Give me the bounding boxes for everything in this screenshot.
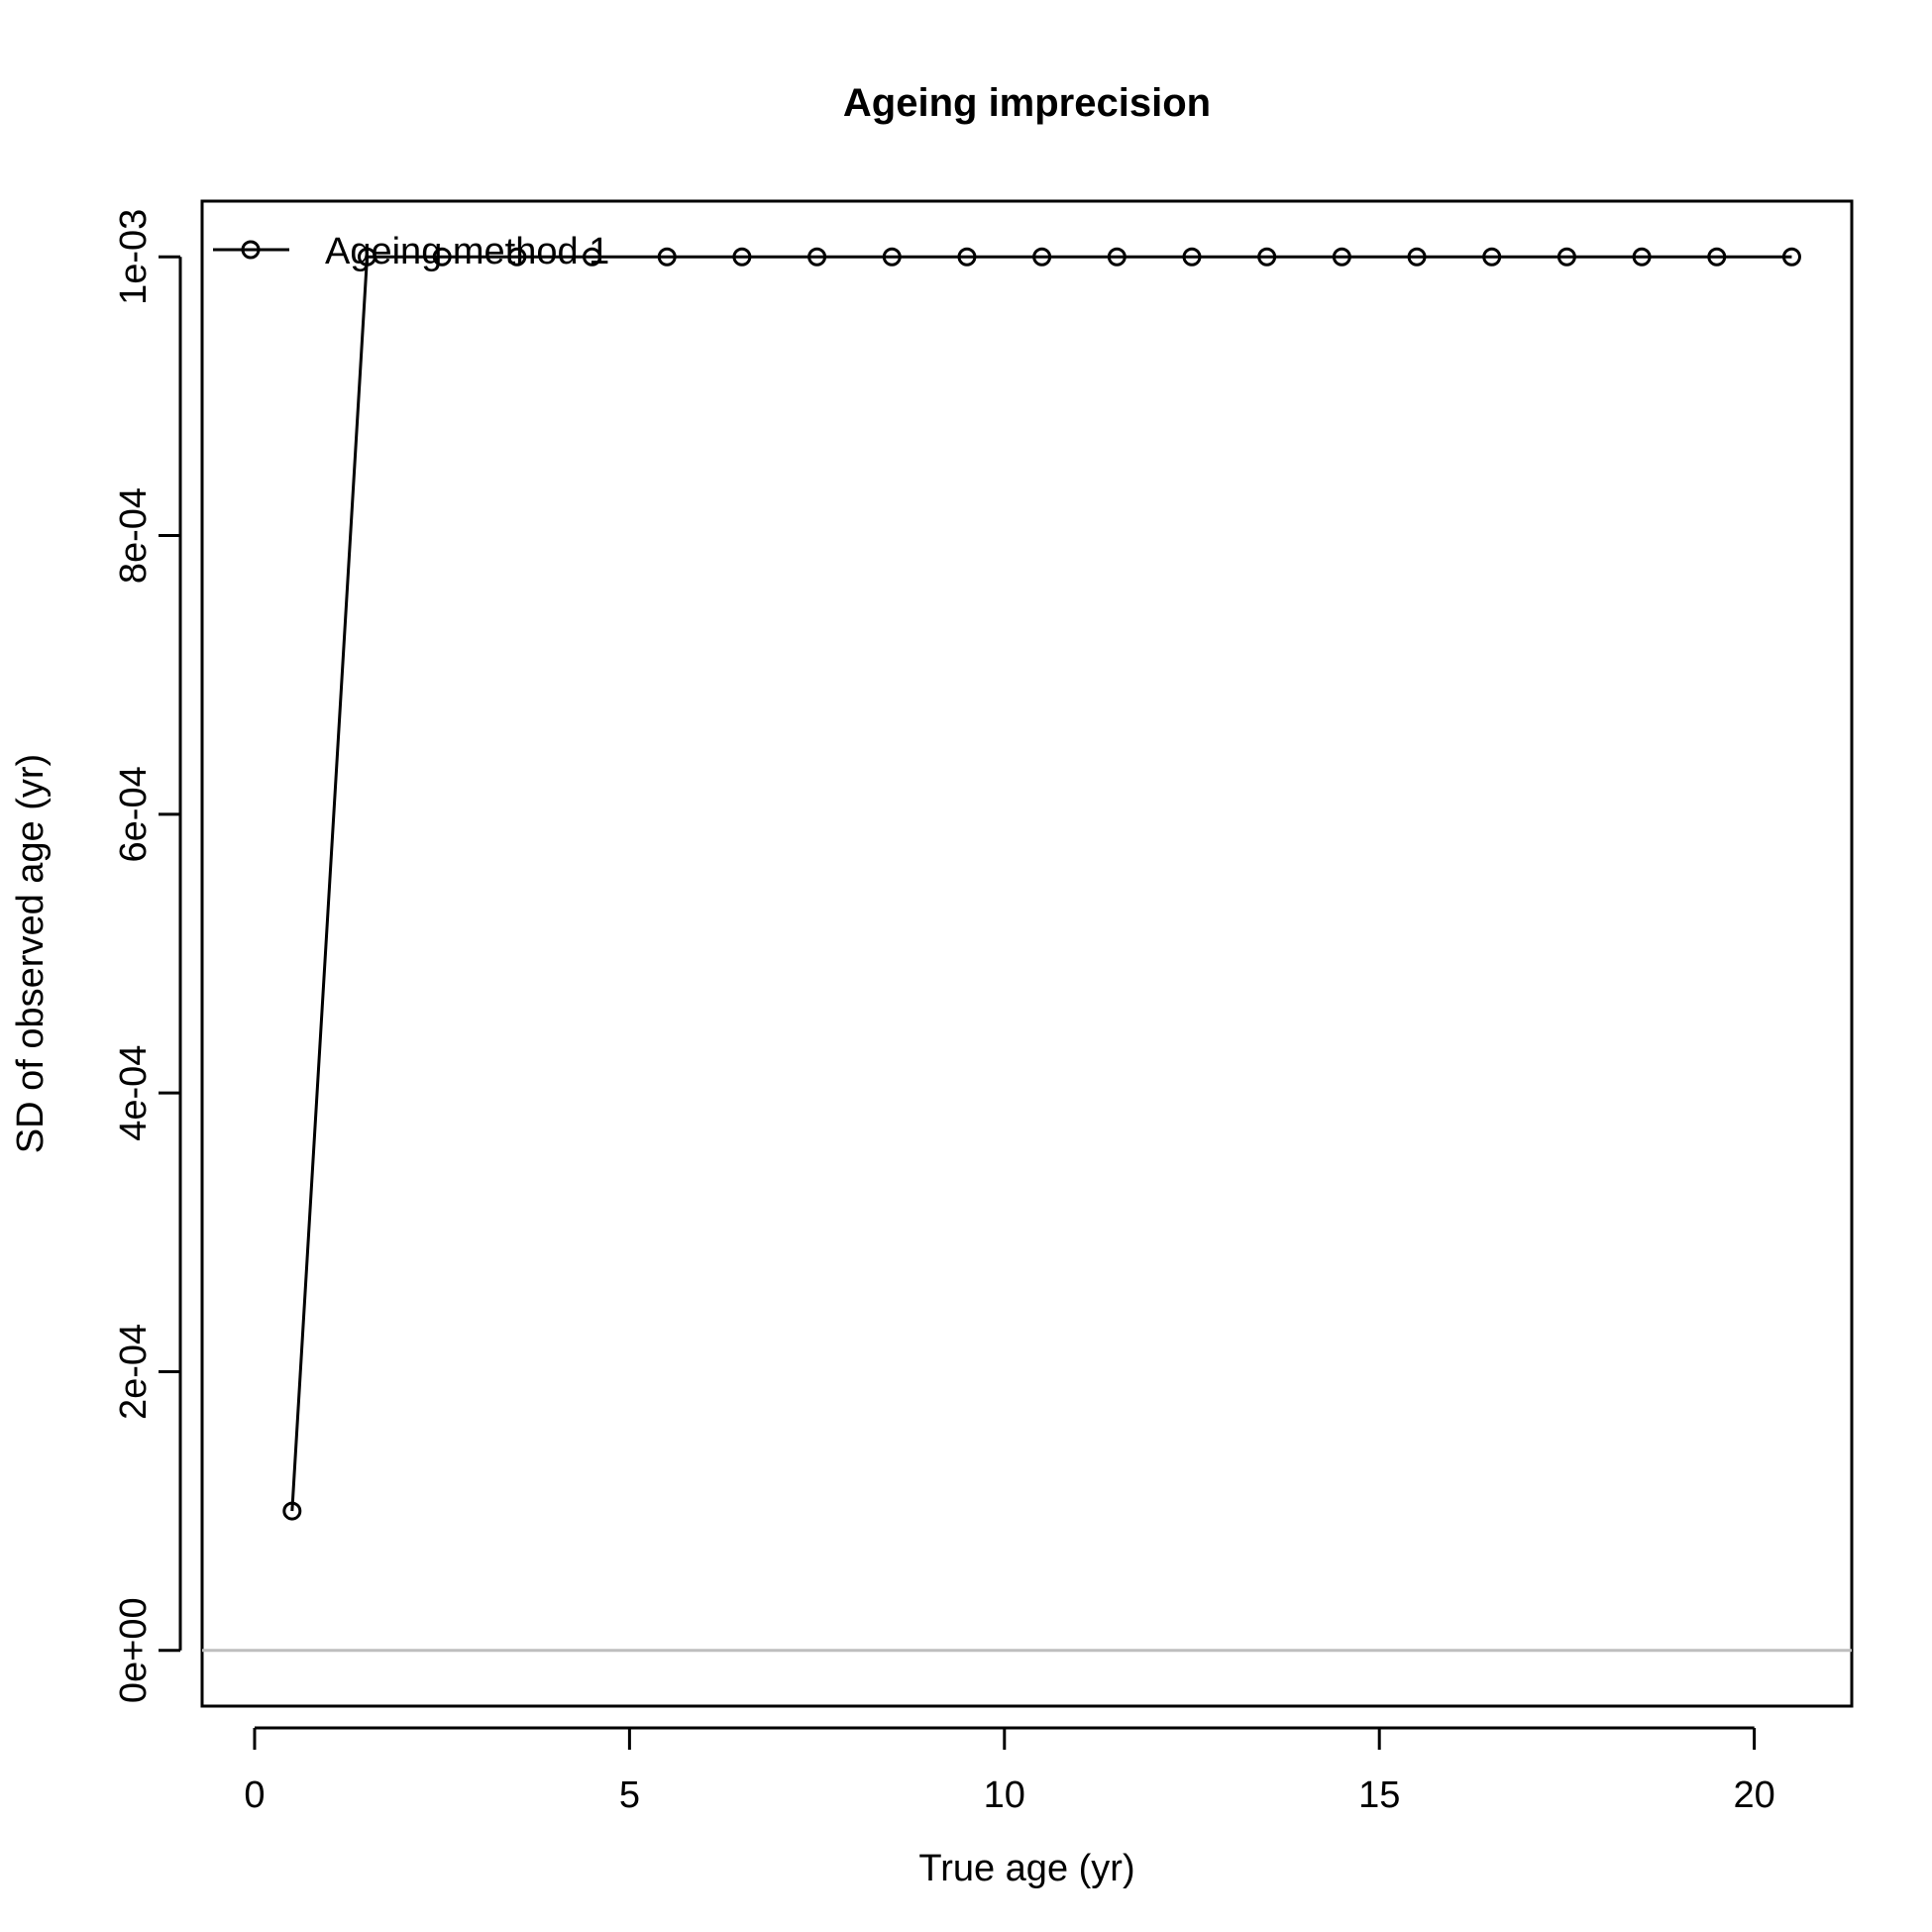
y-tick-label: 6e-04 bbox=[113, 766, 155, 862]
plot-frame bbox=[200, 199, 1854, 1708]
x-tick-label: 0 bbox=[244, 1774, 265, 1816]
y-tick-label: 2e-04 bbox=[113, 1324, 155, 1420]
legend-label-ageing-method-1: Ageing method 1 bbox=[325, 231, 609, 272]
data-point bbox=[882, 247, 902, 267]
data-point bbox=[732, 247, 752, 267]
data-point bbox=[1632, 247, 1652, 267]
x-tick-label: 20 bbox=[1733, 1774, 1774, 1816]
chart-title: Ageing imprecision bbox=[843, 81, 1211, 125]
data-point bbox=[807, 247, 827, 267]
y-axis-label: SD of observed age (yr) bbox=[10, 754, 52, 1153]
data-point bbox=[1182, 247, 1202, 267]
data-point bbox=[432, 247, 452, 267]
x-tick-label: 10 bbox=[984, 1774, 1025, 1816]
data-point bbox=[282, 1501, 302, 1521]
data-point bbox=[1332, 247, 1351, 267]
y-axis: 0e+00 2e-04 4e-04 6e-04 8e-04 1e-03 bbox=[113, 209, 182, 1703]
data-point bbox=[657, 247, 677, 267]
data-point bbox=[358, 247, 376, 267]
x-axis-label: True age (yr) bbox=[918, 1848, 1134, 1889]
legend: Ageing method 1 bbox=[213, 231, 609, 272]
data-point bbox=[1107, 247, 1127, 267]
x-tick-label: 15 bbox=[1358, 1774, 1400, 1816]
x-tick-label: 5 bbox=[619, 1774, 640, 1816]
data-point bbox=[507, 247, 527, 267]
data-point bbox=[1781, 247, 1801, 267]
x-axis: 0 5 10 15 20 bbox=[244, 1726, 1775, 1816]
y-tick-label: 1e-03 bbox=[113, 209, 155, 305]
series-line bbox=[290, 255, 1792, 1512]
data-point bbox=[1407, 247, 1427, 267]
data-point bbox=[1707, 247, 1727, 267]
data-point bbox=[583, 247, 602, 267]
series-layer bbox=[282, 247, 1801, 1521]
y-tick-label: 0e+00 bbox=[113, 1597, 155, 1703]
data-point bbox=[1482, 247, 1502, 267]
data-point bbox=[1032, 247, 1052, 267]
y-tick-label: 4e-04 bbox=[113, 1045, 155, 1141]
data-point bbox=[957, 247, 977, 267]
y-tick-label: 8e-04 bbox=[113, 487, 155, 584]
legend-marker bbox=[241, 240, 261, 260]
data-point bbox=[1257, 247, 1277, 267]
data-point bbox=[1556, 247, 1576, 267]
